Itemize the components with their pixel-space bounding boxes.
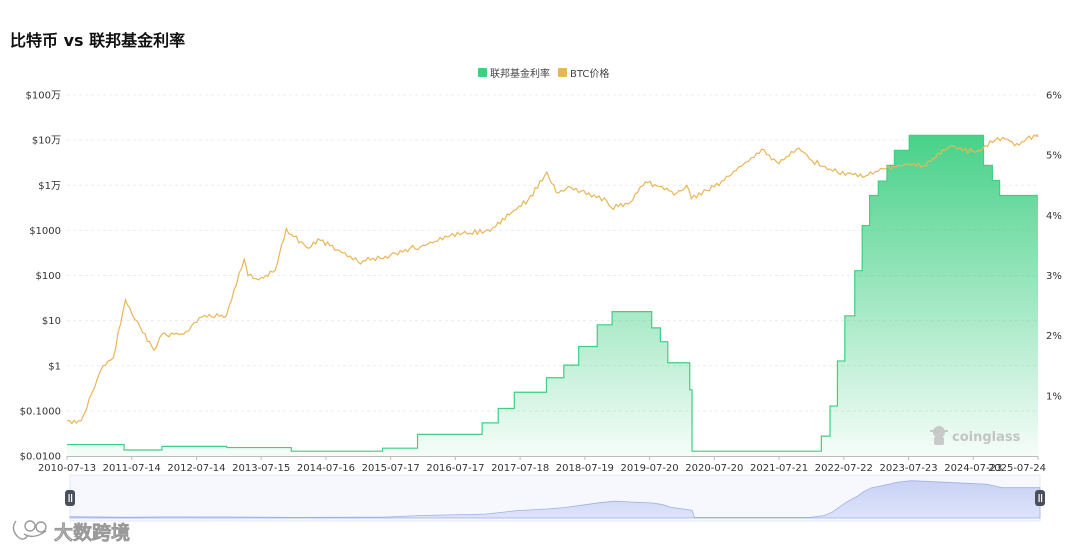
range-navigator[interactable] [65, 474, 1045, 522]
y-left-tick-label: $1000 [29, 226, 61, 237]
chart-legend: 联邦基金利率 BTC价格 [478, 67, 609, 80]
y-right-tick-label: 5% [1046, 151, 1062, 162]
rate-series [67, 134, 1038, 457]
btc-series [66, 133, 1039, 425]
x-tick-label: 2010-07-13 [38, 463, 96, 474]
y-left-tick-label: $0.1000 [20, 406, 61, 417]
navigator-area [69, 480, 1041, 519]
coinglass-watermark: coinglass [930, 426, 1021, 445]
x-tick-label: 2020-07-20 [685, 463, 743, 474]
legend-item-rate[interactable]: 联邦基金利率 [478, 67, 550, 80]
y-left-axis: $0.0100 $0.1000 $1 $10 $100 $1000 $1万 $10万 $100万 [20, 91, 61, 463]
x-tick-label: 2012-07-14 [167, 463, 225, 474]
y-right-tick-label: 3% [1046, 271, 1062, 282]
brand-logo-icon [12, 520, 47, 540]
x-tick-label: 2025-07-24 [988, 463, 1046, 474]
x-tick-label: 2013-07-15 [232, 463, 290, 474]
navigator-handle-right[interactable] [1035, 490, 1045, 506]
legend-swatch-rate [478, 68, 487, 77]
legend-item-btc[interactable]: BTC价格 [558, 67, 609, 80]
x-tick-label: 2017-07-18 [491, 463, 549, 474]
legend-label-btc: BTC价格 [570, 67, 609, 80]
rate-line [67, 134, 1038, 452]
legend-swatch-btc [558, 68, 567, 77]
y-left-tick-label: $100万 [26, 91, 61, 102]
x-tick-label: 2018-07-19 [556, 463, 614, 474]
btc-line [66, 133, 1039, 425]
navigator-handle-left[interactable] [65, 490, 75, 506]
rate-area [67, 135, 1038, 457]
y-right-axis: 1% 2% 3% 4% 5% 6% [1046, 91, 1062, 403]
legend-label-rate: 联邦基金利率 [490, 67, 550, 80]
x-tick-label: 2015-07-17 [362, 463, 420, 474]
brand-text: 大数跨境 [54, 521, 130, 544]
y-right-tick-label: 1% [1046, 391, 1062, 402]
y-right-tick-label: 4% [1046, 211, 1062, 222]
x-axis: 2010-07-13 2011-07-14 2012-07-14 2013-07-15… [38, 456, 1046, 474]
y-left-tick-label: $10 [42, 316, 61, 327]
y-left-tick-label: $1 [48, 361, 61, 372]
x-tick-label: 2016-07-17 [426, 463, 484, 474]
x-tick-label: 2021-07-21 [750, 463, 808, 474]
chart-title: 比特币 vs 联邦基金利率 [10, 31, 186, 50]
coinglass-logo-icon [930, 426, 948, 445]
y-left-tick-label: $10万 [32, 136, 61, 147]
x-tick-label: 2014-07-16 [297, 463, 355, 474]
x-tick-label: 2024-07-23 [944, 463, 1002, 474]
x-tick-label: 2019-07-20 [621, 463, 679, 474]
y-left-tick-label: $1万 [38, 181, 61, 192]
y-right-tick-label: 2% [1046, 331, 1062, 342]
y-right-tick-label: 6% [1046, 91, 1062, 102]
y-left-tick-label: $100 [36, 271, 61, 282]
x-tick-label: 2023-07-23 [879, 463, 937, 474]
brand-overlay: 大数跨境 [12, 520, 130, 544]
coinglass-watermark-text: coinglass [952, 430, 1021, 445]
y-left-tick-label: $0.0100 [20, 452, 61, 463]
x-tick-label: 2022-07-22 [815, 463, 873, 474]
x-tick-label: 2011-07-14 [103, 463, 161, 474]
